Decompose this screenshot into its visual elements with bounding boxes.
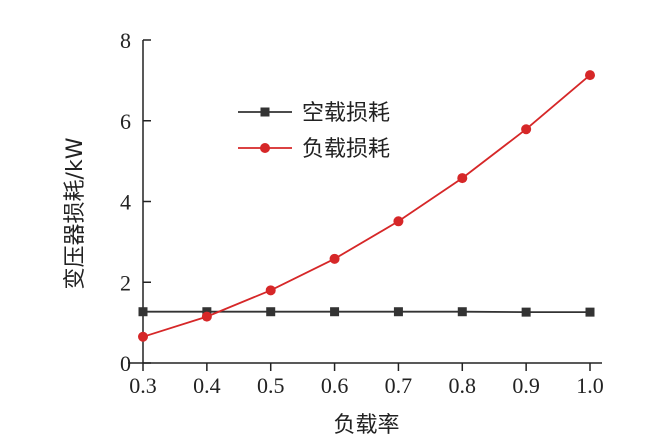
data-point	[457, 173, 468, 184]
data-point	[521, 124, 532, 135]
data-point	[521, 307, 531, 317]
x-tick-label: 0.4	[193, 373, 221, 398]
x-tick-label: 0.5	[257, 373, 285, 398]
data-point	[138, 331, 148, 342]
data-point	[265, 285, 276, 296]
series-layer	[138, 70, 595, 342]
legend-marker	[260, 143, 270, 153]
data-point	[329, 253, 340, 264]
data-point	[393, 216, 404, 227]
data-point	[330, 307, 340, 317]
data-point	[201, 311, 212, 322]
x-tick-label: 0.6	[321, 373, 349, 398]
x-tick-label: 0.7	[385, 373, 413, 398]
y-tick-label: 2	[120, 270, 131, 295]
data-point	[457, 307, 467, 317]
data-point	[393, 307, 403, 317]
y-tick-label: 4	[120, 190, 131, 215]
x-axis-title: 负载率	[333, 413, 399, 438]
data-point	[585, 307, 595, 317]
axes: 0 2 4 6 8 0.3 0.4 0.5 0.6 0.7 0.8 0.9 1.0	[120, 28, 604, 398]
series-line	[142, 74, 591, 338]
x-tick-label: 0.9	[512, 373, 540, 398]
data-point	[585, 70, 595, 81]
y-axis-title: 变压器损耗/kW	[63, 137, 88, 289]
y-tick-label: 8	[120, 28, 131, 53]
data-point	[138, 307, 148, 317]
legend-label: 负载损耗	[302, 137, 390, 162]
data-point	[266, 307, 276, 317]
y-tick-label: 0	[120, 351, 131, 376]
y-tick-label: 6	[120, 109, 131, 134]
x-tick-label: 0.8	[449, 373, 477, 398]
x-tick-label: 1.0	[576, 373, 604, 398]
legend-label: 空载损耗	[302, 101, 390, 126]
x-tick-label: 0.3	[129, 373, 157, 398]
legend-marker	[260, 107, 270, 117]
